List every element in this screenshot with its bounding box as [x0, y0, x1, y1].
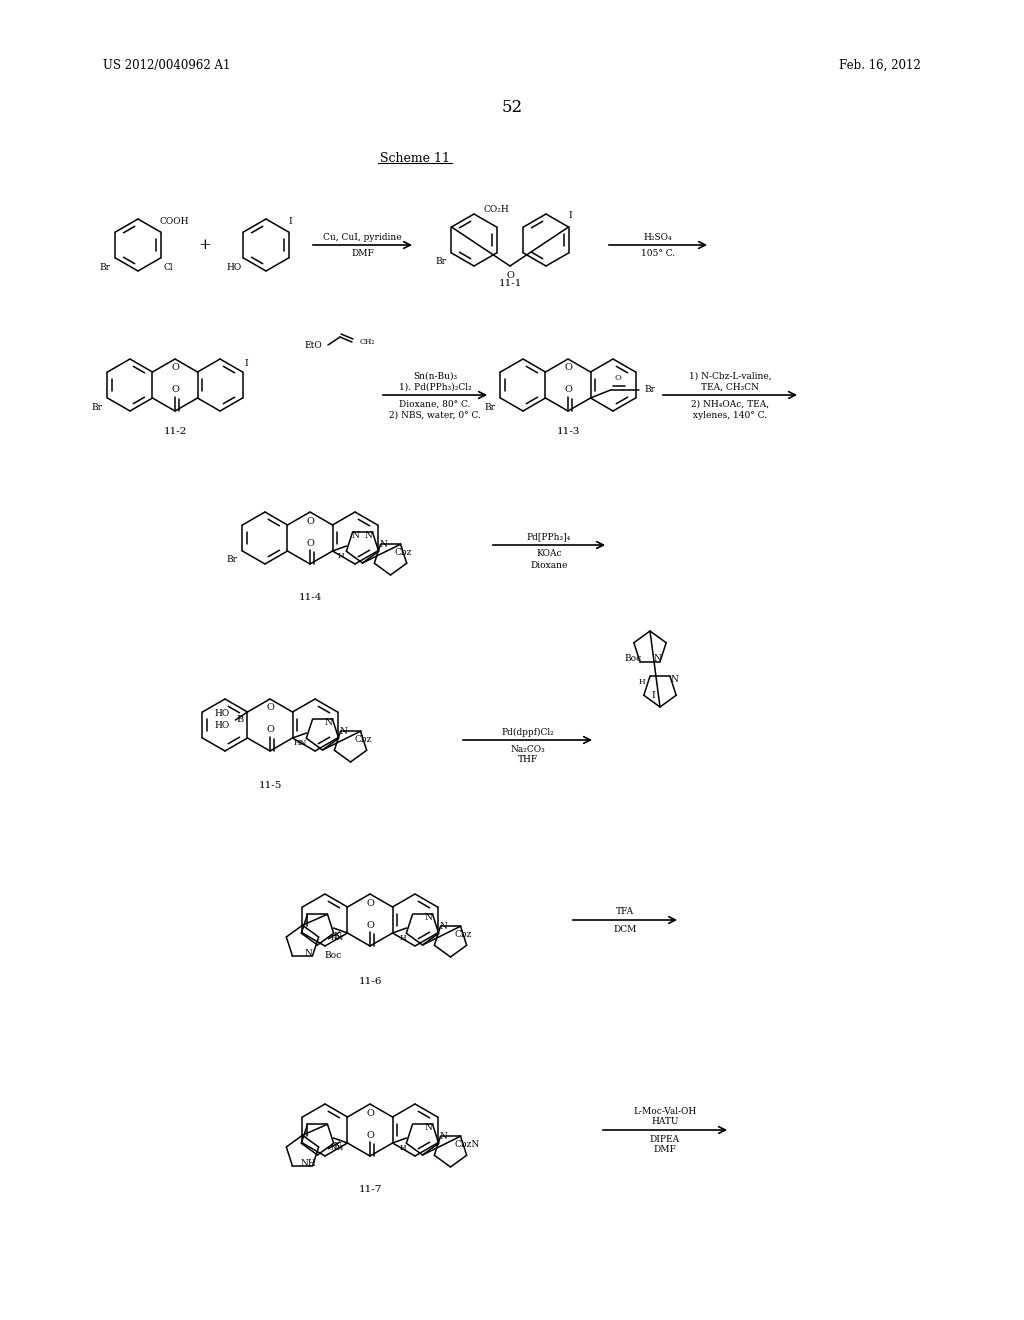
- Text: Dioxane, 80° C.: Dioxane, 80° C.: [399, 400, 471, 408]
- Text: H: H: [639, 678, 645, 686]
- Text: N: N: [325, 718, 333, 727]
- Text: HO: HO: [226, 263, 242, 272]
- Text: I: I: [568, 211, 571, 220]
- Text: N: N: [365, 531, 373, 540]
- Text: N: N: [340, 727, 347, 735]
- Text: 105° C.: 105° C.: [641, 249, 675, 259]
- Text: HN: HN: [331, 935, 344, 942]
- Text: 11-5: 11-5: [258, 780, 282, 789]
- Text: HO: HO: [214, 710, 229, 718]
- Text: Sn(n-Bu)₃: Sn(n-Bu)₃: [413, 371, 457, 380]
- Text: CH₂: CH₂: [360, 338, 376, 346]
- Text: KOAc: KOAc: [537, 549, 562, 558]
- Text: Cbz: Cbz: [354, 735, 372, 743]
- Text: HO: HO: [214, 722, 229, 730]
- Text: N: N: [351, 531, 359, 540]
- Text: DMF: DMF: [351, 249, 374, 259]
- Text: DMF: DMF: [653, 1146, 677, 1155]
- Text: N: N: [334, 932, 342, 941]
- Text: Na₂CO₃: Na₂CO₃: [510, 744, 545, 754]
- Text: 52: 52: [502, 99, 522, 116]
- Text: N: N: [334, 1142, 342, 1151]
- Text: 2) NBS, water, 0° C.: 2) NBS, water, 0° C.: [389, 411, 481, 420]
- Text: O: O: [506, 271, 514, 280]
- Text: CO₂H: CO₂H: [484, 206, 510, 214]
- Text: H: H: [399, 1144, 406, 1152]
- Text: Boc: Boc: [625, 655, 642, 663]
- Text: B: B: [237, 715, 244, 725]
- Text: N: N: [425, 1123, 432, 1131]
- Text: xylenes, 140° C.: xylenes, 140° C.: [693, 411, 767, 420]
- Text: Cl: Cl: [164, 263, 174, 272]
- Text: Cu, CuI, pyridine: Cu, CuI, pyridine: [324, 232, 401, 242]
- Text: DCM: DCM: [613, 924, 637, 933]
- Text: Cbz: Cbz: [394, 548, 412, 557]
- Text: O: O: [306, 516, 314, 525]
- Text: 11-7: 11-7: [358, 1185, 382, 1195]
- Text: US 2012/0040962 A1: US 2012/0040962 A1: [103, 58, 230, 71]
- Text: Br: Br: [226, 556, 237, 565]
- Text: L-Moc-Val-OH: L-Moc-Val-OH: [634, 1106, 696, 1115]
- Text: 11-6: 11-6: [358, 978, 382, 986]
- Text: Pd[PPh₃]₄: Pd[PPh₃]₄: [527, 532, 571, 541]
- Text: NH: NH: [331, 1144, 344, 1152]
- Text: H₂SO₄: H₂SO₄: [644, 232, 673, 242]
- Text: Br: Br: [91, 403, 102, 412]
- Text: NH: NH: [301, 1159, 316, 1167]
- Text: 1) N-Cbz-L-valine,: 1) N-Cbz-L-valine,: [689, 371, 771, 380]
- Text: Boc: Boc: [325, 952, 342, 961]
- Text: Cbz: Cbz: [455, 929, 472, 939]
- Text: N: N: [439, 1131, 447, 1140]
- Text: O: O: [171, 385, 179, 395]
- Text: O: O: [366, 1109, 374, 1118]
- Text: I: I: [288, 216, 292, 226]
- Text: 11-1: 11-1: [499, 280, 521, 289]
- Text: 1). Pd(PPh₃)₂Cl₂: 1). Pd(PPh₃)₂Cl₂: [398, 383, 471, 392]
- Text: Feb. 16, 2012: Feb. 16, 2012: [840, 58, 921, 71]
- Text: CbzN: CbzN: [455, 1139, 480, 1148]
- Text: 2) NH₄OAc, TEA,: 2) NH₄OAc, TEA,: [691, 400, 769, 408]
- Text: DIPEA: DIPEA: [650, 1134, 680, 1143]
- Text: 11-3: 11-3: [556, 428, 580, 437]
- Text: Scheme 11: Scheme 11: [380, 152, 450, 165]
- Text: HN: HN: [293, 739, 306, 747]
- Text: O: O: [266, 704, 274, 713]
- Text: H: H: [337, 552, 344, 560]
- Text: O: O: [171, 363, 179, 372]
- Text: N: N: [304, 949, 312, 957]
- Text: Br: Br: [484, 403, 495, 412]
- Text: Br: Br: [99, 263, 110, 272]
- Text: Br: Br: [644, 385, 655, 395]
- Text: O: O: [614, 374, 621, 381]
- Text: 11-4: 11-4: [298, 594, 322, 602]
- Text: O: O: [266, 726, 274, 734]
- Text: I: I: [652, 690, 655, 700]
- Text: H: H: [399, 935, 406, 942]
- Text: O: O: [366, 1130, 374, 1139]
- Text: N: N: [425, 912, 432, 921]
- Text: TEA, CH₃CN: TEA, CH₃CN: [701, 383, 759, 392]
- Text: COOH: COOH: [160, 216, 189, 226]
- Text: O: O: [366, 920, 374, 929]
- Text: N: N: [653, 655, 660, 663]
- Text: N: N: [670, 675, 678, 684]
- Text: +: +: [199, 238, 211, 252]
- Text: Dioxane: Dioxane: [530, 561, 567, 569]
- Text: O: O: [564, 385, 572, 395]
- Text: TFA: TFA: [616, 908, 634, 916]
- Text: N: N: [439, 921, 447, 931]
- Text: EtO: EtO: [304, 341, 322, 350]
- Text: Pd(dppf)Cl₂: Pd(dppf)Cl₂: [501, 727, 554, 737]
- Text: N: N: [380, 540, 387, 549]
- Text: 11-2: 11-2: [163, 428, 186, 437]
- Text: I: I: [244, 359, 248, 367]
- Text: HATU: HATU: [651, 1118, 679, 1126]
- Text: O: O: [564, 363, 572, 372]
- Text: O: O: [306, 539, 314, 548]
- Text: Br: Br: [435, 257, 446, 267]
- Text: O: O: [366, 899, 374, 908]
- Text: THF: THF: [517, 755, 538, 764]
